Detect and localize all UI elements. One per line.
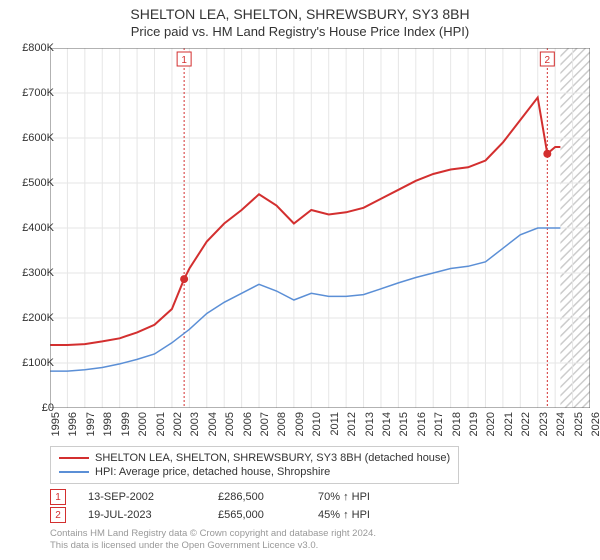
x-tick-label: 2004 — [207, 412, 219, 436]
x-tick-label: 2010 — [311, 412, 323, 436]
x-tick-label: 2024 — [555, 412, 567, 436]
x-tick-label: 2013 — [364, 412, 376, 436]
x-tick-label: 2021 — [503, 412, 515, 436]
transaction-row: 1 13-SEP-2002£286,50070% ↑ HPI — [50, 488, 438, 506]
transaction-marker: 2 — [50, 507, 66, 523]
x-tick-label: 2008 — [276, 412, 288, 436]
y-tick-label: £700K — [22, 87, 54, 99]
x-tick-label: 2000 — [137, 412, 149, 436]
svg-text:2: 2 — [545, 55, 551, 66]
x-tick-label: 1999 — [120, 412, 132, 436]
x-tick-label: 2014 — [381, 412, 393, 436]
x-tick-label: 2018 — [451, 412, 463, 436]
x-tick-label: 2002 — [172, 412, 184, 436]
x-tick-label: 2017 — [433, 412, 445, 436]
legend-item: SHELTON LEA, SHELTON, SHREWSBURY, SY3 8B… — [59, 451, 450, 465]
footer-attribution: Contains HM Land Registry data © Crown c… — [50, 528, 376, 553]
y-tick-label: £100K — [22, 357, 54, 369]
x-tick-label: 2015 — [398, 412, 410, 436]
x-tick-label: 1995 — [50, 412, 62, 436]
y-tick-label: £500K — [22, 177, 54, 189]
legend: SHELTON LEA, SHELTON, SHREWSBURY, SY3 8B… — [50, 446, 459, 484]
x-tick-label: 1996 — [67, 412, 79, 436]
x-tick-label: 2009 — [294, 412, 306, 436]
footer-line2: This data is licensed under the Open Gov… — [50, 540, 376, 552]
legend-label: SHELTON LEA, SHELTON, SHREWSBURY, SY3 8B… — [95, 452, 450, 464]
x-tick-label: 2005 — [224, 412, 236, 436]
x-tick-label: 2011 — [329, 412, 341, 436]
svg-text:1: 1 — [181, 55, 187, 66]
chart-plot-area: 12 — [50, 48, 590, 408]
y-tick-label: £800K — [22, 42, 54, 54]
transaction-marker: 1 — [50, 489, 66, 505]
legend-swatch — [59, 457, 89, 459]
x-tick-label: 1998 — [102, 412, 114, 436]
y-tick-label: £400K — [22, 222, 54, 234]
x-tick-label: 2006 — [242, 412, 254, 436]
x-tick-label: 2003 — [189, 412, 201, 436]
legend-label: HPI: Average price, detached house, Shro… — [95, 466, 330, 478]
transaction-date: 19-JUL-2023 — [88, 509, 218, 521]
x-tick-label: 2023 — [538, 412, 550, 436]
x-tick-label: 2026 — [590, 412, 600, 436]
transaction-pct: 70% ↑ HPI — [318, 491, 438, 503]
transaction-pct: 45% ↑ HPI — [318, 509, 438, 521]
x-tick-label: 2001 — [155, 412, 167, 436]
transaction-price: £286,500 — [218, 491, 318, 503]
x-tick-label: 2019 — [468, 412, 480, 436]
transaction-table: 1 13-SEP-2002£286,50070% ↑ HPI 2 19-JUL-202… — [50, 488, 438, 524]
y-tick-label: £200K — [22, 312, 54, 324]
transaction-price: £565,000 — [218, 509, 318, 521]
chart-title: SHELTON LEA, SHELTON, SHREWSBURY, SY3 8B… — [0, 0, 600, 22]
x-tick-label: 2016 — [416, 412, 428, 436]
x-tick-label: 2025 — [573, 412, 585, 436]
transaction-row: 2 19-JUL-2023£565,00045% ↑ HPI — [50, 506, 438, 524]
transaction-date: 13-SEP-2002 — [88, 491, 218, 503]
x-tick-label: 2020 — [485, 412, 497, 436]
legend-swatch — [59, 471, 89, 473]
x-tick-label: 2007 — [259, 412, 271, 436]
y-tick-label: £600K — [22, 132, 54, 144]
chart-subtitle: Price paid vs. HM Land Registry's House … — [0, 22, 600, 45]
y-tick-label: £300K — [22, 267, 54, 279]
x-tick-label: 2022 — [520, 412, 532, 436]
legend-item: HPI: Average price, detached house, Shro… — [59, 465, 450, 479]
x-tick-label: 2012 — [346, 412, 358, 436]
chart-container: SHELTON LEA, SHELTON, SHREWSBURY, SY3 8B… — [0, 0, 600, 560]
chart-svg: 12 — [50, 48, 590, 408]
x-tick-label: 1997 — [85, 412, 97, 436]
footer-line1: Contains HM Land Registry data © Crown c… — [50, 528, 376, 540]
